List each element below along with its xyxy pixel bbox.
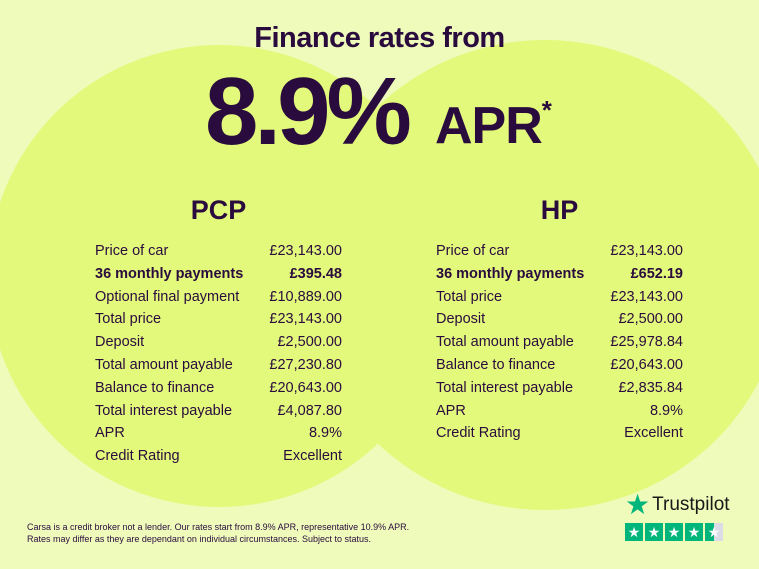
table-row: Total price £23,143.00 (95, 308, 342, 331)
row-label: Total amount payable (95, 356, 233, 373)
table-row: Total interest payable £2,835.84 (436, 377, 683, 400)
hp-heading: HP (540, 195, 579, 225)
row-value: £20,643.00 (610, 356, 683, 373)
pcp-heading: PCP (190, 195, 247, 225)
row-label: Balance to finance (95, 379, 215, 396)
table-row: 36 monthly payments £395.48 (95, 263, 342, 286)
table-row: 36 monthly payments £652.19 (436, 263, 683, 286)
row-value: 8.9% (308, 425, 342, 442)
row-label: Total interest payable (95, 402, 233, 419)
row-value: £2,500.00 (277, 334, 342, 351)
table-row: Credit Rating Excellent (95, 445, 342, 468)
headline-rate: 8.9% (205, 58, 412, 165)
row-value: Excellent (283, 448, 342, 465)
star-icon: ★ (645, 523, 663, 541)
row-label: Price of car (95, 243, 169, 259)
row-label: Deposit (95, 334, 145, 351)
headline-apr: APR* (435, 94, 552, 156)
star-icon: ★ (625, 489, 651, 520)
row-label: Total price (436, 288, 503, 305)
table-row: APR 8.9% (436, 400, 683, 423)
row-label: APR (95, 425, 125, 442)
table-row: Balance to finance £20,643.00 (436, 354, 683, 377)
row-value: £20,643.00 (269, 379, 342, 396)
table-row: Total amount payable £27,230.80 (95, 354, 342, 377)
decorative-circle-right (305, 40, 759, 510)
half-star-icon: ★ (705, 523, 723, 541)
pcp-table: PCP Price of car £23,143.00 36 monthly pay… (95, 195, 342, 468)
row-label: Total price (95, 311, 162, 328)
star-icon: ★ (625, 523, 643, 541)
apr-label: APR (435, 97, 543, 155)
row-value: £23,143.00 (610, 288, 683, 305)
table-row: Credit Rating Excellent (436, 422, 683, 445)
row-value: £2,835.84 (618, 379, 683, 396)
star-icon: ★ (665, 523, 683, 541)
table-row: Deposit £2,500.00 (95, 331, 342, 354)
row-label: 36 monthly payments (95, 265, 244, 282)
asterisk: * (541, 94, 552, 125)
row-value: £652.19 (630, 265, 683, 282)
row-value: 8.9% (649, 402, 683, 419)
star-icon: ★ (685, 523, 703, 541)
row-label: Price of car (436, 243, 510, 259)
hp-table: HP Price of car £23,143.00 36 monthly paym… (436, 195, 683, 445)
disclaimer-line-1: Carsa is a credit broker not a lender. O… (27, 522, 410, 532)
row-label: APR (436, 402, 466, 419)
row-value: £10,889.00 (269, 288, 342, 305)
row-value: £4,087.80 (277, 402, 342, 419)
row-label: Credit Rating (95, 448, 180, 465)
trustpilot-badge: ★ Trustpilot ★ ★ ★ ★ ★ (625, 489, 730, 541)
disclaimer-line-2: Rates may differ as they are dependant o… (27, 534, 372, 544)
row-label: Total interest payable (436, 379, 574, 396)
row-label: Optional final payment (95, 288, 240, 305)
table-row: Total amount payable £25,978.84 (436, 331, 683, 354)
table-row: Optional final payment £10,889.00 (95, 286, 342, 309)
row-value: £2,500.00 (618, 311, 683, 328)
table-row: Balance to finance £20,643.00 (95, 377, 342, 400)
table-row: Total price £23,143.00 (436, 286, 683, 309)
trustpilot-name: Trustpilot (652, 494, 730, 515)
row-value: £27,230.80 (269, 356, 342, 373)
row-value: £395.48 (289, 265, 342, 282)
table-row: APR 8.9% (95, 422, 342, 445)
row-label: Total amount payable (436, 334, 574, 351)
row-label: Balance to finance (436, 356, 556, 373)
row-label: Credit Rating (436, 425, 521, 442)
row-value: £23,143.00 (269, 243, 342, 259)
trustpilot-rating: ★ ★ ★ ★ ★ (625, 523, 730, 541)
row-value: £23,143.00 (269, 311, 342, 328)
row-label: 36 monthly payments (436, 265, 585, 282)
row-label: Deposit (436, 311, 486, 328)
disclaimer: Carsa is a credit broker not a lender. O… (27, 521, 409, 545)
table-row: Deposit £2,500.00 (436, 308, 683, 331)
row-value: £23,143.00 (610, 243, 683, 259)
row-value: Excellent (624, 425, 683, 442)
table-row: Price of car £23,143.00 (436, 240, 683, 263)
row-value: £25,978.84 (610, 334, 683, 351)
headline-title: Finance rates from (254, 22, 505, 54)
table-row: Price of car £23,143.00 (95, 240, 342, 263)
table-row: Total interest payable £4,087.80 (95, 400, 342, 423)
